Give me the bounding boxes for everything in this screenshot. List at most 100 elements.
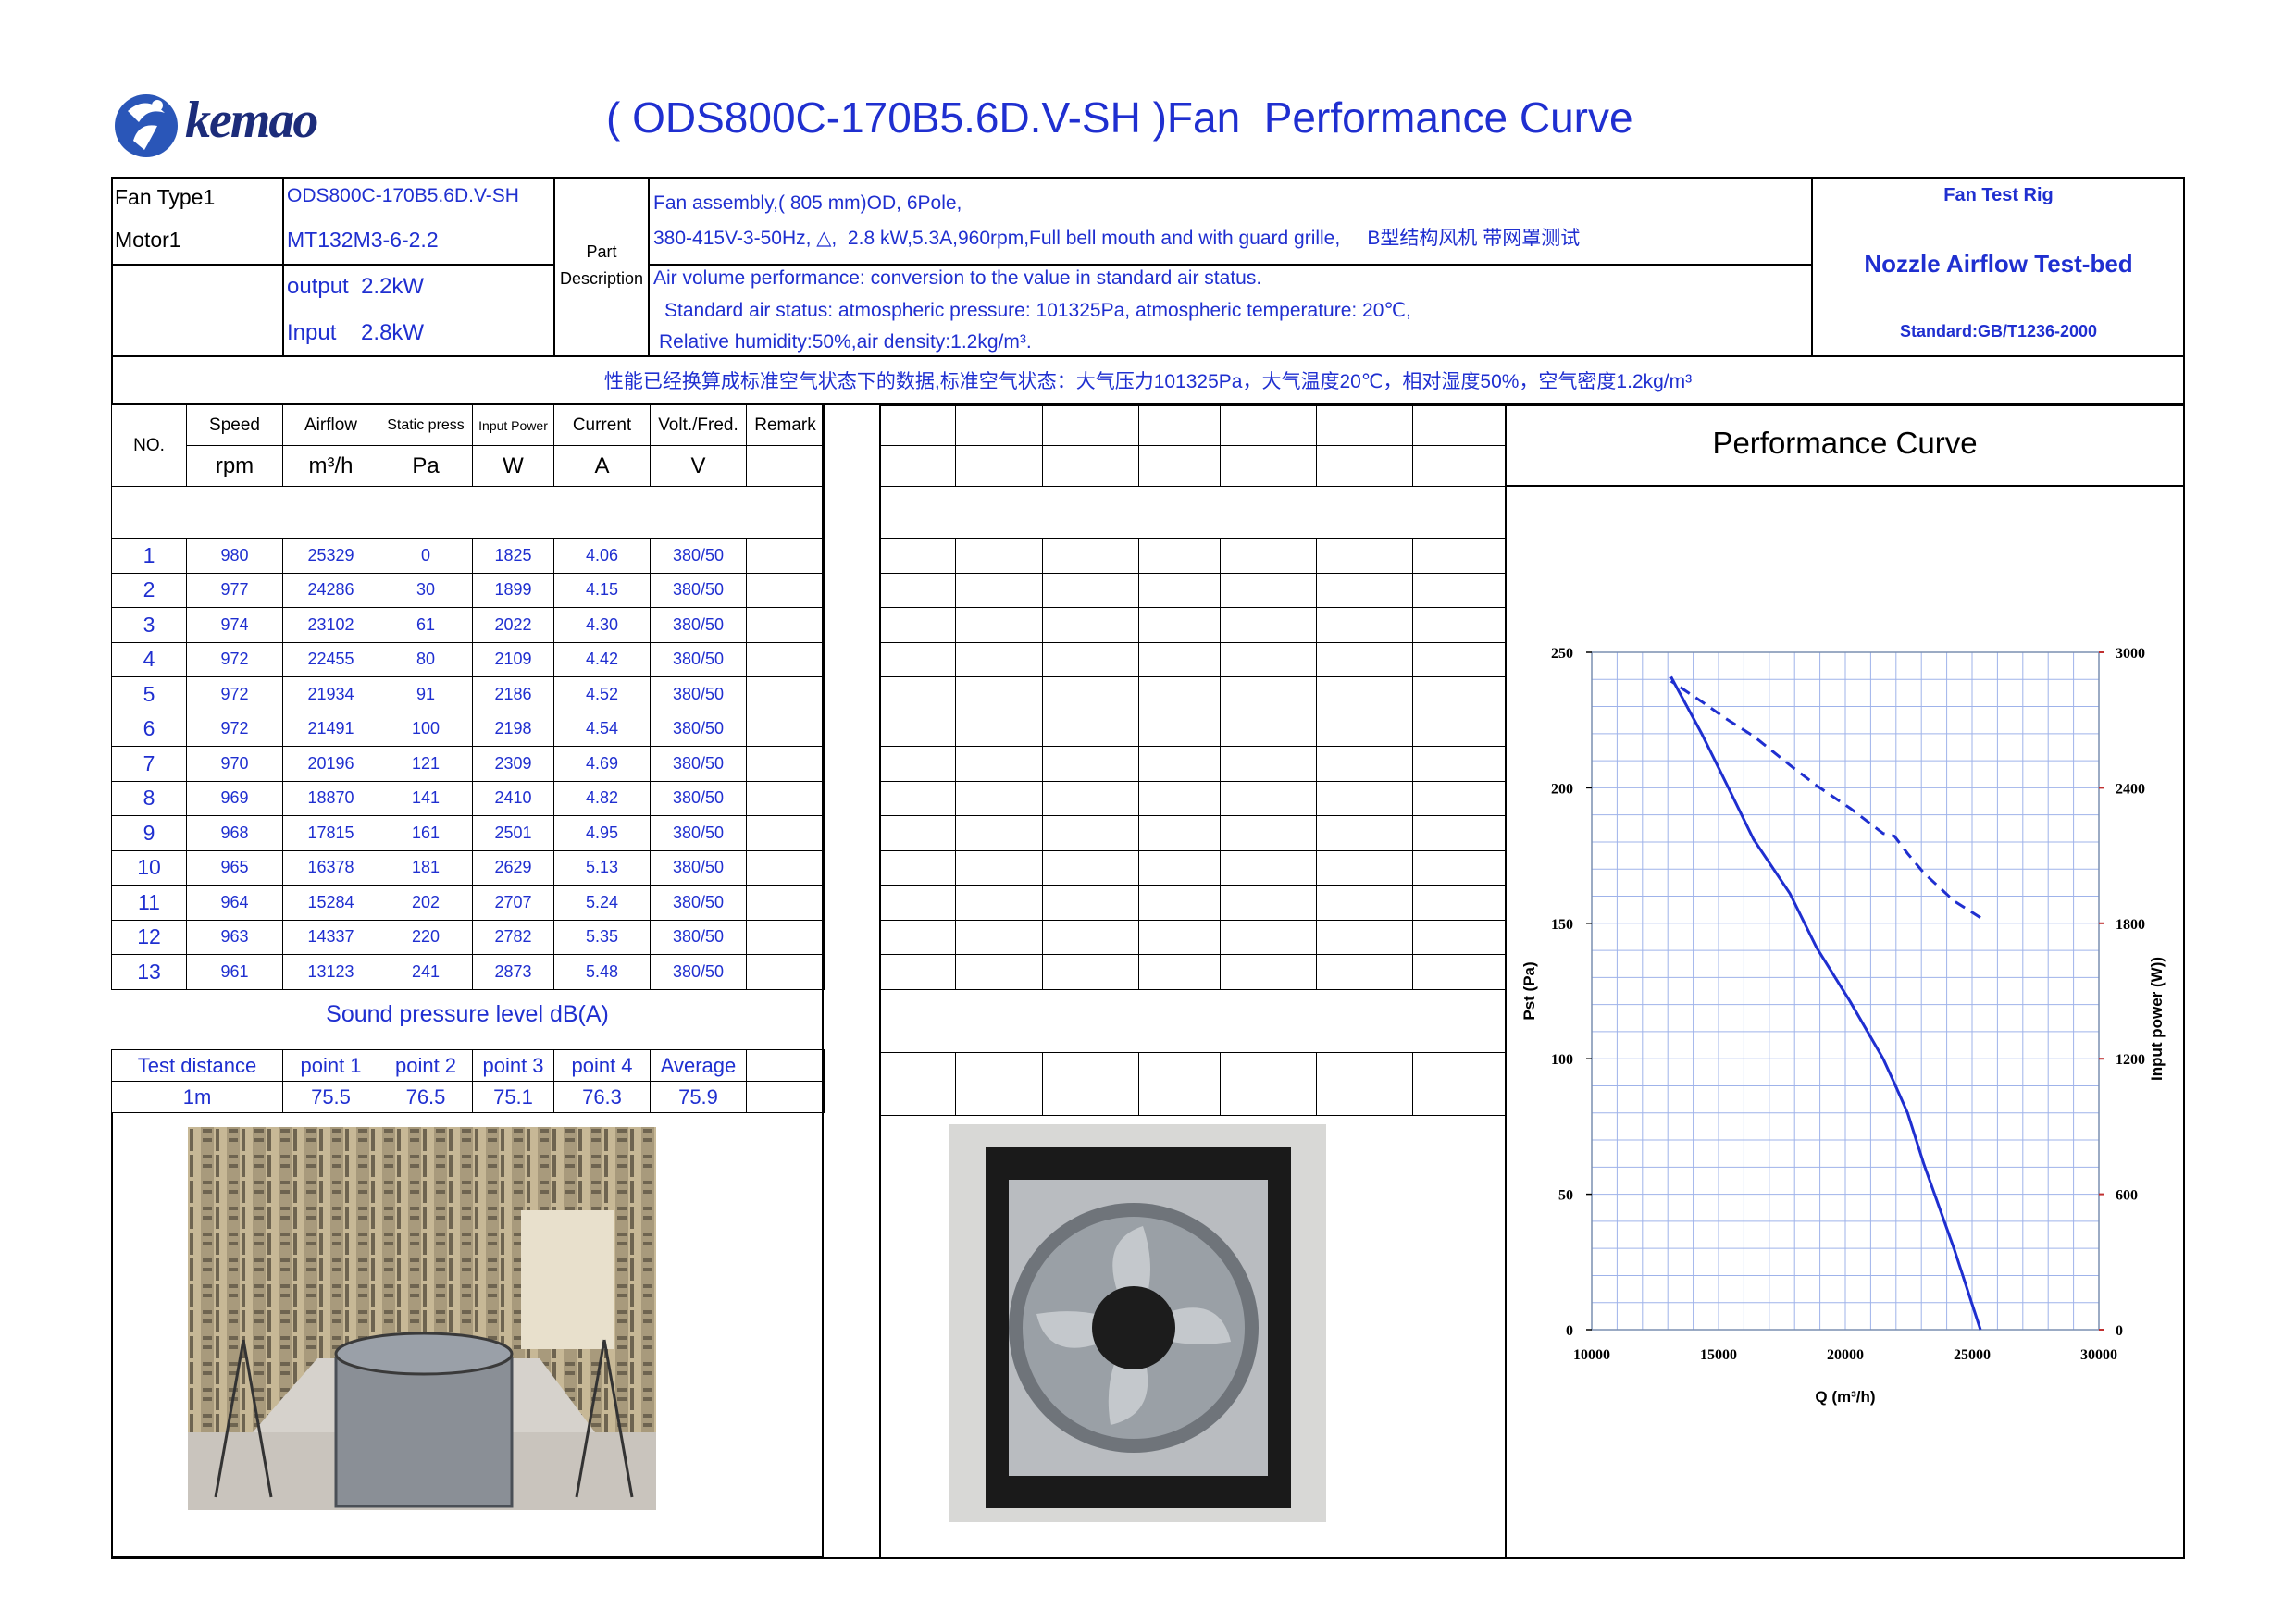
table-cell: 14337 [282, 919, 379, 955]
table-cell: 380/50 [650, 572, 747, 608]
table-cell: 17815 [282, 815, 379, 851]
sound-value: 75.1 [472, 1081, 554, 1113]
col-speed: Speed [186, 404, 283, 446]
table-cell: 380/50 [650, 746, 747, 782]
table-cell: 2707 [472, 885, 554, 921]
rig-standard: Standard:GB/T1236-2000 [1899, 322, 2098, 341]
table-cell: 974 [186, 607, 283, 643]
unit-airflow: m³/h [282, 445, 379, 487]
table-cell: 21934 [282, 676, 379, 712]
col-static: Static press [379, 404, 473, 446]
motor-value: MT132M3-6-2.2 [287, 228, 439, 252]
row-number: 6 [111, 711, 187, 747]
sound-label: point 4 [553, 1049, 651, 1082]
table-cell: 972 [186, 641, 283, 677]
remark-cell [746, 746, 825, 782]
table-cell: 100 [379, 711, 473, 747]
x-tick-label: 10000 [1573, 1347, 1610, 1363]
table-cell: 5.35 [553, 919, 651, 955]
air-line-1: Air volume performance: conversion to th… [653, 267, 1262, 289]
table-cell: 970 [186, 746, 283, 782]
table-cell: 977 [186, 572, 283, 608]
plot-frame [1591, 651, 2100, 1331]
table-cell: 241 [379, 954, 473, 990]
table-row: 1 980 25329 0 1825 4.06 380/50 [111, 538, 825, 574]
table-cell: 380/50 [650, 954, 747, 990]
unit-w: W [472, 445, 554, 487]
sound-value: 76.5 [379, 1081, 473, 1113]
output-power: output 2.2kW [287, 274, 425, 299]
y-tick-label: 50 [1558, 1188, 1573, 1204]
col-volt: Volt./Fred. [650, 404, 747, 446]
table-cell: 380/50 [650, 641, 747, 677]
sound-label: point 1 [282, 1049, 379, 1082]
table-cell: 4.06 [553, 538, 651, 574]
table-cell: 2629 [472, 849, 554, 886]
col-no: NO. [111, 404, 187, 487]
unit-v: V [650, 445, 747, 487]
row-number: 11 [111, 885, 187, 921]
table-row: 6 972 21491 100 2198 4.54 380/50 [111, 711, 825, 747]
unit-rpm: rpm [186, 445, 283, 487]
y2-tick-label: 600 [2116, 1188, 2138, 1204]
table-cell: 969 [186, 780, 283, 816]
table-cell: 4.95 [553, 815, 651, 851]
table-cell: 380/50 [650, 538, 747, 574]
table-cell: 24286 [282, 572, 379, 608]
x-tick-label: 30000 [2080, 1347, 2117, 1363]
sound-value: 76.3 [553, 1081, 651, 1113]
y2-tick-label: 2400 [2116, 781, 2145, 797]
fan-photo [949, 1124, 1326, 1522]
remark-cell [746, 641, 825, 677]
rig-name: Nozzle Airflow Test-bed [1864, 250, 2133, 278]
unit-pa: Pa [379, 445, 473, 487]
table-cell: 4.15 [553, 572, 651, 608]
y2-axis-label: Input power (W)) [2148, 957, 2166, 1081]
table-cell: 18870 [282, 780, 379, 816]
table-cell: 964 [186, 885, 283, 921]
table-cell: 20196 [282, 746, 379, 782]
table-cell: 21491 [282, 711, 379, 747]
y-tick-label: 0 [1566, 1323, 1573, 1339]
y2-tick-label: 0 [2116, 1323, 2123, 1339]
remark-cell [746, 676, 825, 712]
table-cell: 61 [379, 607, 473, 643]
sound-value: 75.5 [282, 1081, 379, 1113]
table-cell: 0 [379, 538, 473, 574]
y-tick-label: 200 [1551, 781, 1573, 797]
x-axis-label: Q (m³/h) [1815, 1388, 1875, 1406]
table-cell: 961 [186, 954, 283, 990]
table-cell: 980 [186, 538, 283, 574]
table-cell: 972 [186, 711, 283, 747]
y2-tick-label: 1200 [2116, 1052, 2145, 1068]
power-curve [1669, 679, 1981, 919]
sound-title: Sound pressure level dB(A) [326, 1001, 609, 1027]
remark-cell [746, 711, 825, 747]
table-cell: 91 [379, 676, 473, 712]
remark-cell [746, 954, 825, 990]
table-cell: 30 [379, 572, 473, 608]
data-table: NO. Speed Airflow Static press Input Pow… [111, 404, 825, 990]
table-cell: 16378 [282, 849, 379, 886]
table-cell: 4.69 [553, 746, 651, 782]
remark-cell [746, 885, 825, 921]
y-tick-label: 150 [1551, 917, 1573, 933]
table-cell: 972 [186, 676, 283, 712]
table-cell: 2309 [472, 746, 554, 782]
y2-tick-label: 1800 [2116, 917, 2145, 933]
table-cell: 4.54 [553, 711, 651, 747]
table-cell: 2501 [472, 815, 554, 851]
input-power: Input 2.8kW [287, 320, 425, 345]
row-number: 10 [111, 849, 187, 886]
row-number: 9 [111, 815, 187, 851]
table-cell: 5.13 [553, 849, 651, 886]
part-desc-label-2: Description [559, 269, 644, 288]
table-cell: 15284 [282, 885, 379, 921]
col-power: Input Power [472, 404, 554, 446]
y2-tick-label: 3000 [2116, 646, 2145, 662]
air-line-3: Relative humidity:50%,air density:1.2kg/… [659, 331, 1032, 353]
table-cell: 380/50 [650, 885, 747, 921]
table-cell: 202 [379, 885, 473, 921]
remark-cell [746, 538, 825, 574]
table-cell: 161 [379, 815, 473, 851]
